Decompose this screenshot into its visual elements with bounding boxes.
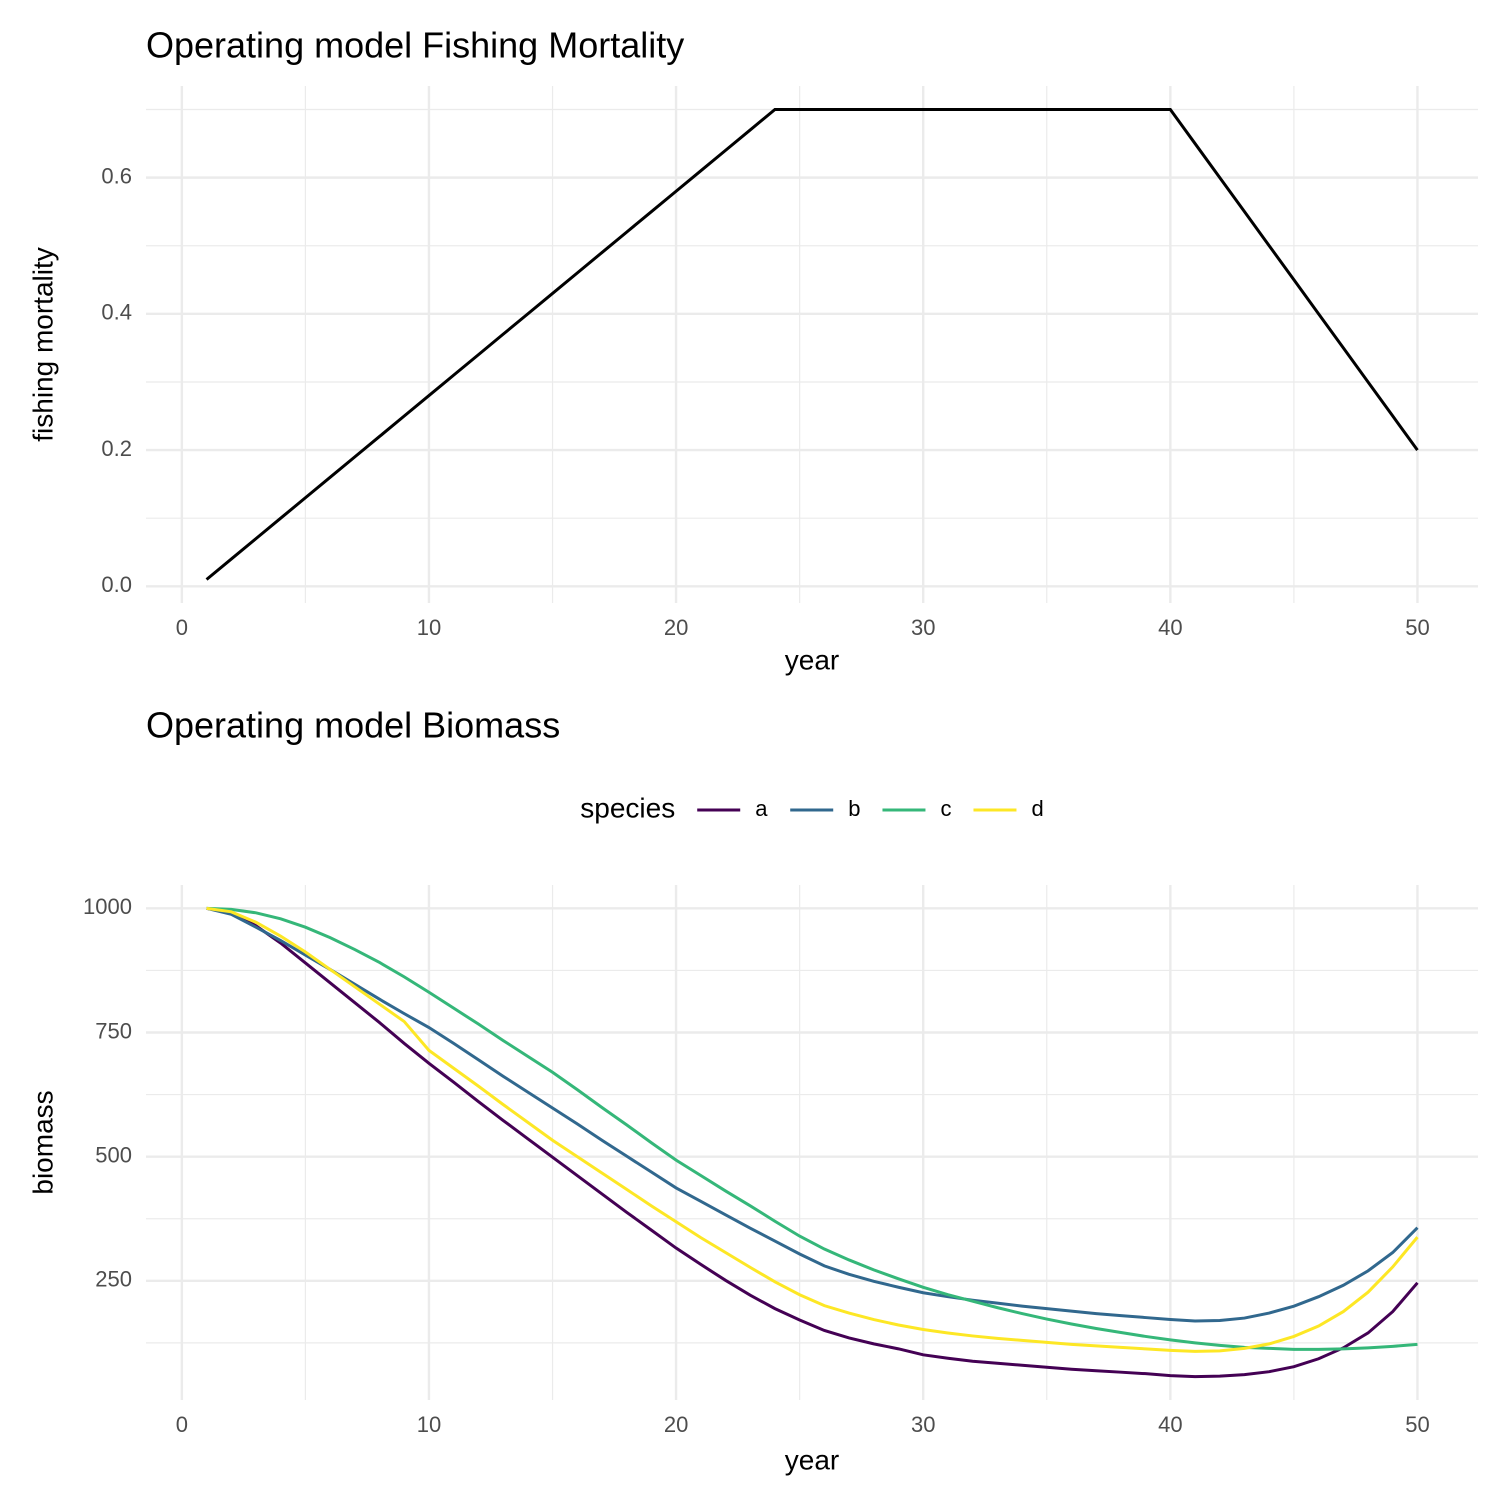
chart-title: Operating model Biomass xyxy=(146,705,560,746)
x-tick-label: 40 xyxy=(1158,1412,1182,1437)
chart-title: Operating model Fishing Mortality xyxy=(146,25,684,66)
y-axis-title: biomass xyxy=(27,1090,58,1194)
legend-label: c xyxy=(940,796,951,821)
x-tick-label: 10 xyxy=(417,615,441,640)
y-tick-label: 0.4 xyxy=(101,300,132,325)
y-tick-label: 0.0 xyxy=(101,572,132,597)
series-line xyxy=(206,906,1419,1323)
x-tick-label: 50 xyxy=(1405,1412,1429,1437)
legend-title: species xyxy=(580,792,675,823)
series-line xyxy=(206,906,1418,1351)
x-axis-title: year xyxy=(785,1444,839,1475)
x-tick-label: 10 xyxy=(417,1412,441,1437)
y-tick-label: 250 xyxy=(95,1267,132,1292)
x-tick-label: 20 xyxy=(664,1412,688,1437)
legend: species a b c d xyxy=(580,792,1043,823)
y-tick-label: 500 xyxy=(95,1142,132,1167)
y-tick-label: 1000 xyxy=(83,894,132,919)
y-axis-title: fishing mortality xyxy=(27,247,58,442)
legend-label: a xyxy=(755,796,768,821)
legend-label: d xyxy=(1031,796,1043,821)
x-axis-title: year xyxy=(785,644,839,675)
series-line xyxy=(206,906,1419,1353)
y-tick-label: 750 xyxy=(95,1018,132,1043)
x-tick-label: 0 xyxy=(176,615,188,640)
x-tick-label: 30 xyxy=(911,615,935,640)
y-tick-label: 0.2 xyxy=(101,436,132,461)
y-tick-label: 0.6 xyxy=(101,163,132,188)
x-tick-label: 0 xyxy=(176,1412,188,1437)
x-tick-label: 20 xyxy=(664,615,688,640)
x-tick-label: 40 xyxy=(1158,615,1182,640)
series-line xyxy=(206,906,1419,1379)
x-tick-label: 30 xyxy=(911,1412,935,1437)
legend-label: b xyxy=(848,796,860,821)
x-tick-label: 50 xyxy=(1405,615,1429,640)
line xyxy=(205,108,1419,581)
